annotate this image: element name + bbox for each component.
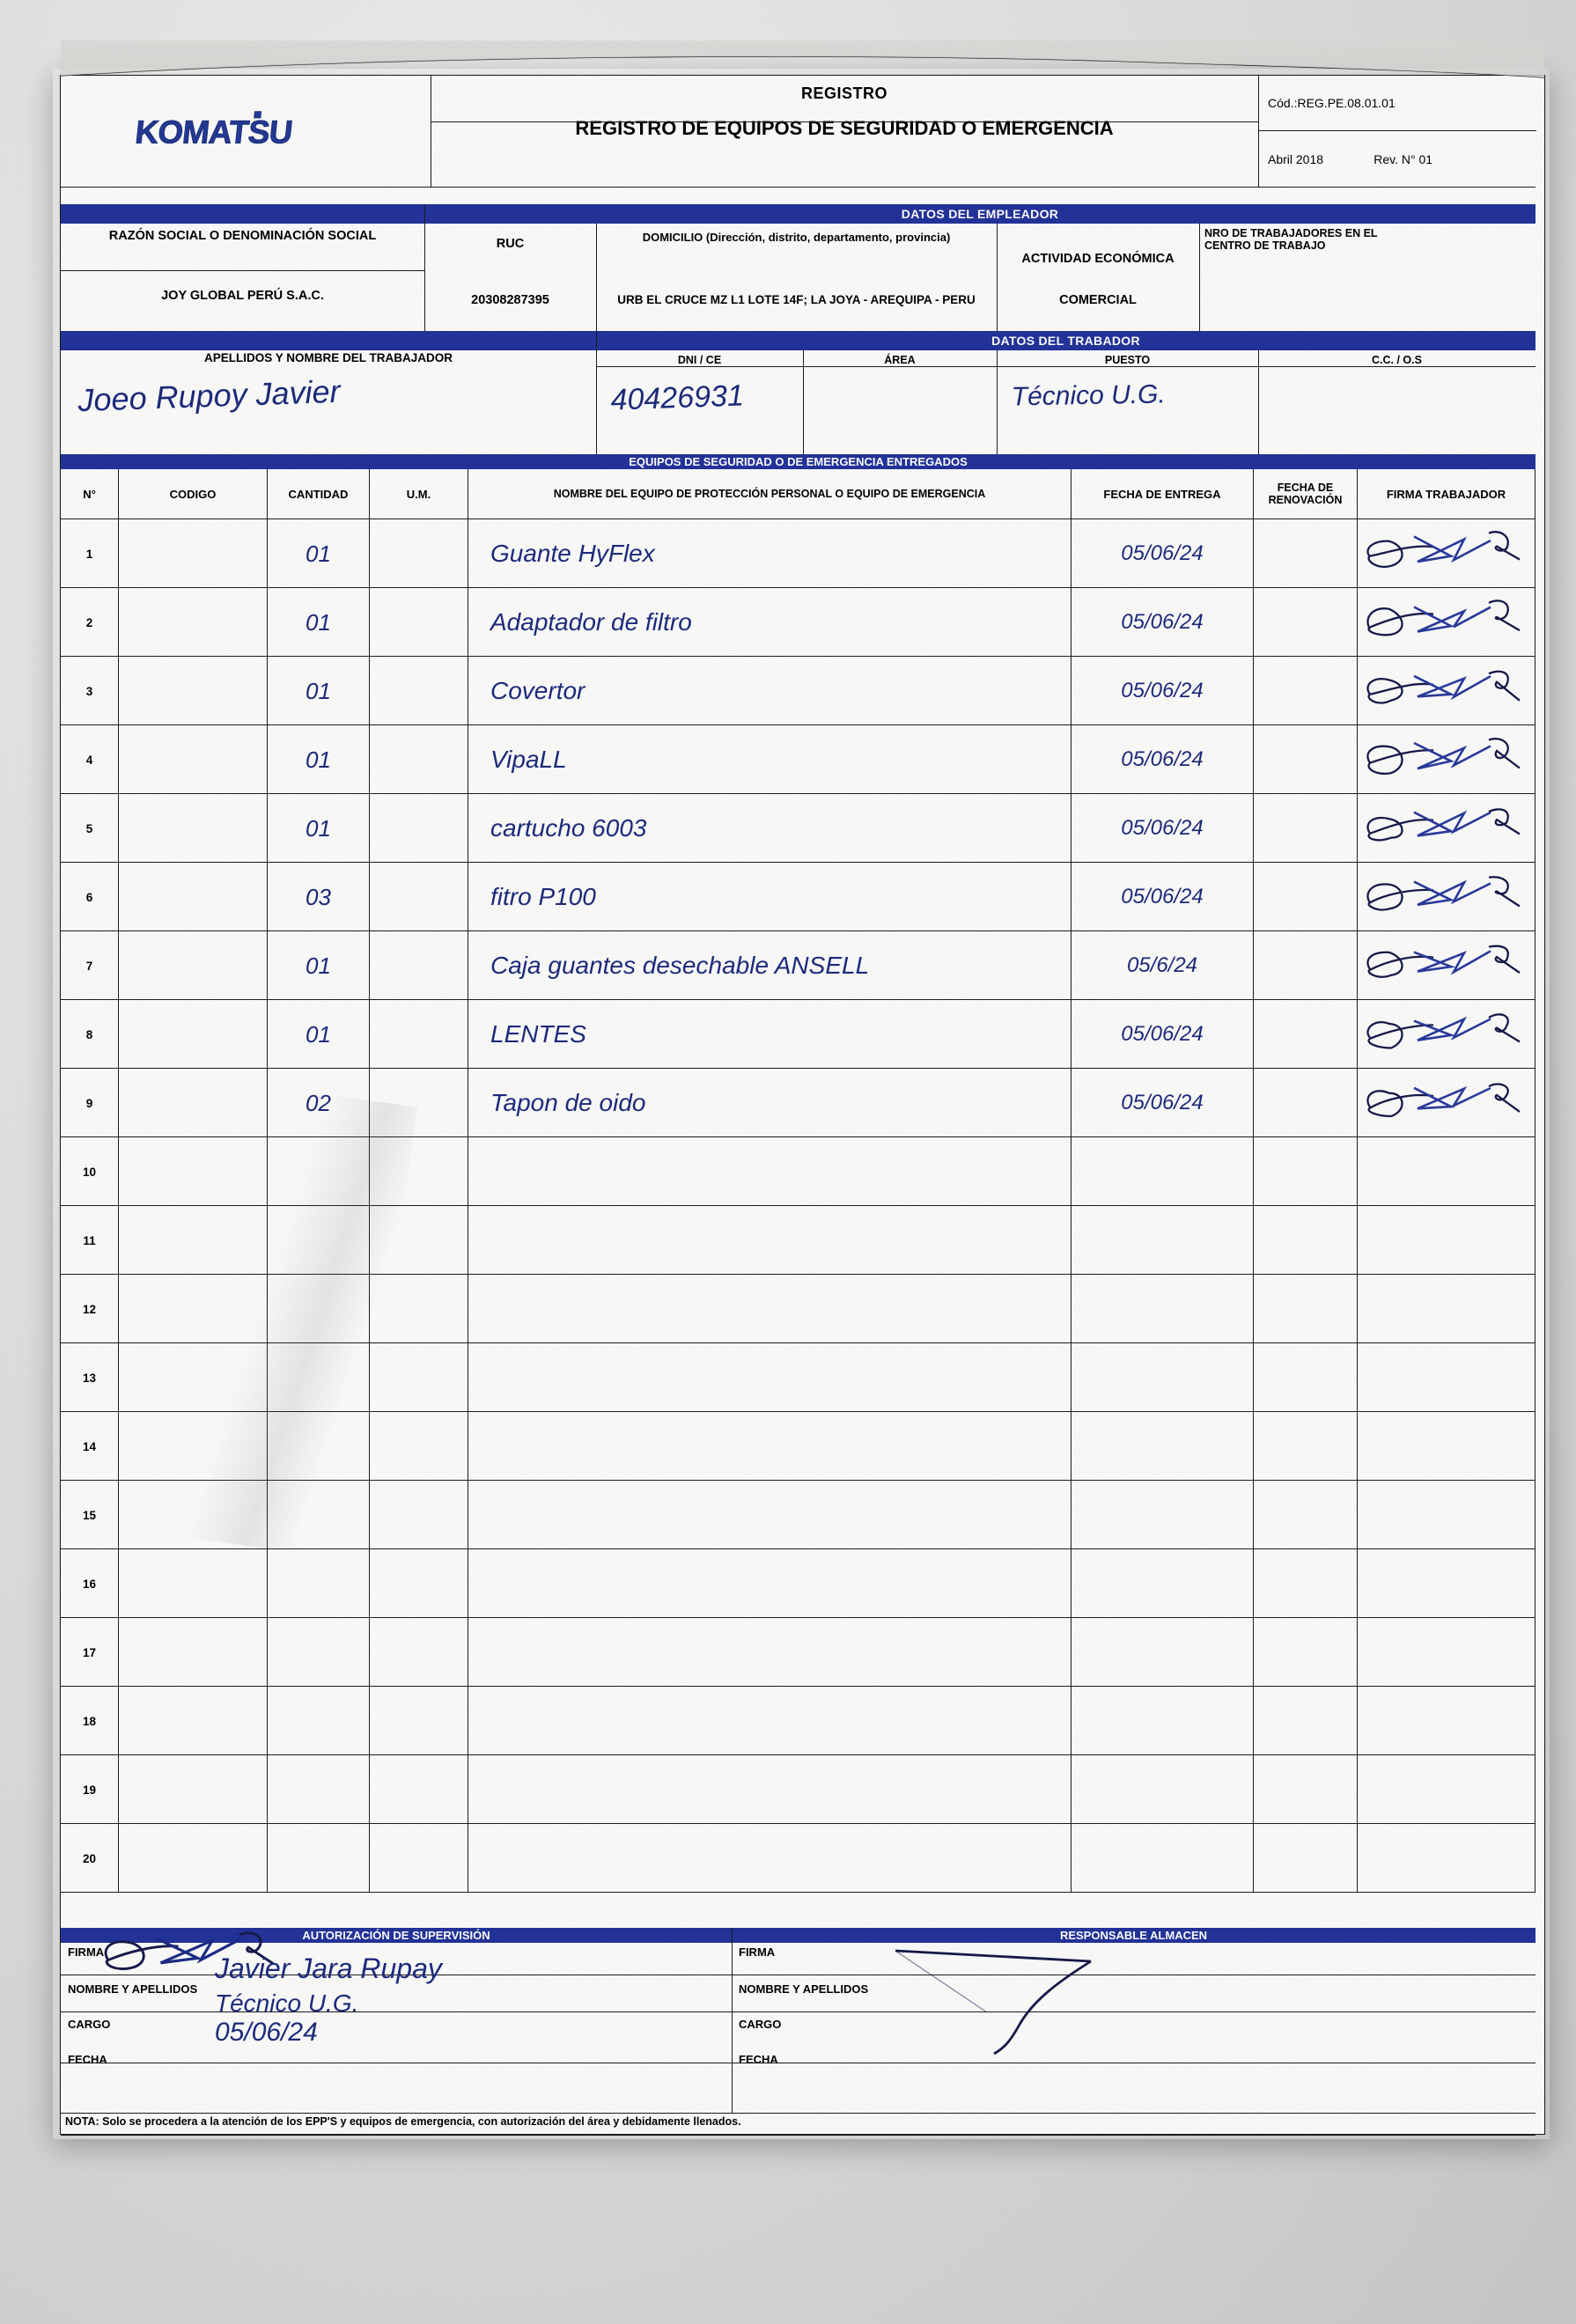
svg-text:KOMATSU: KOMATSU (136, 114, 294, 150)
